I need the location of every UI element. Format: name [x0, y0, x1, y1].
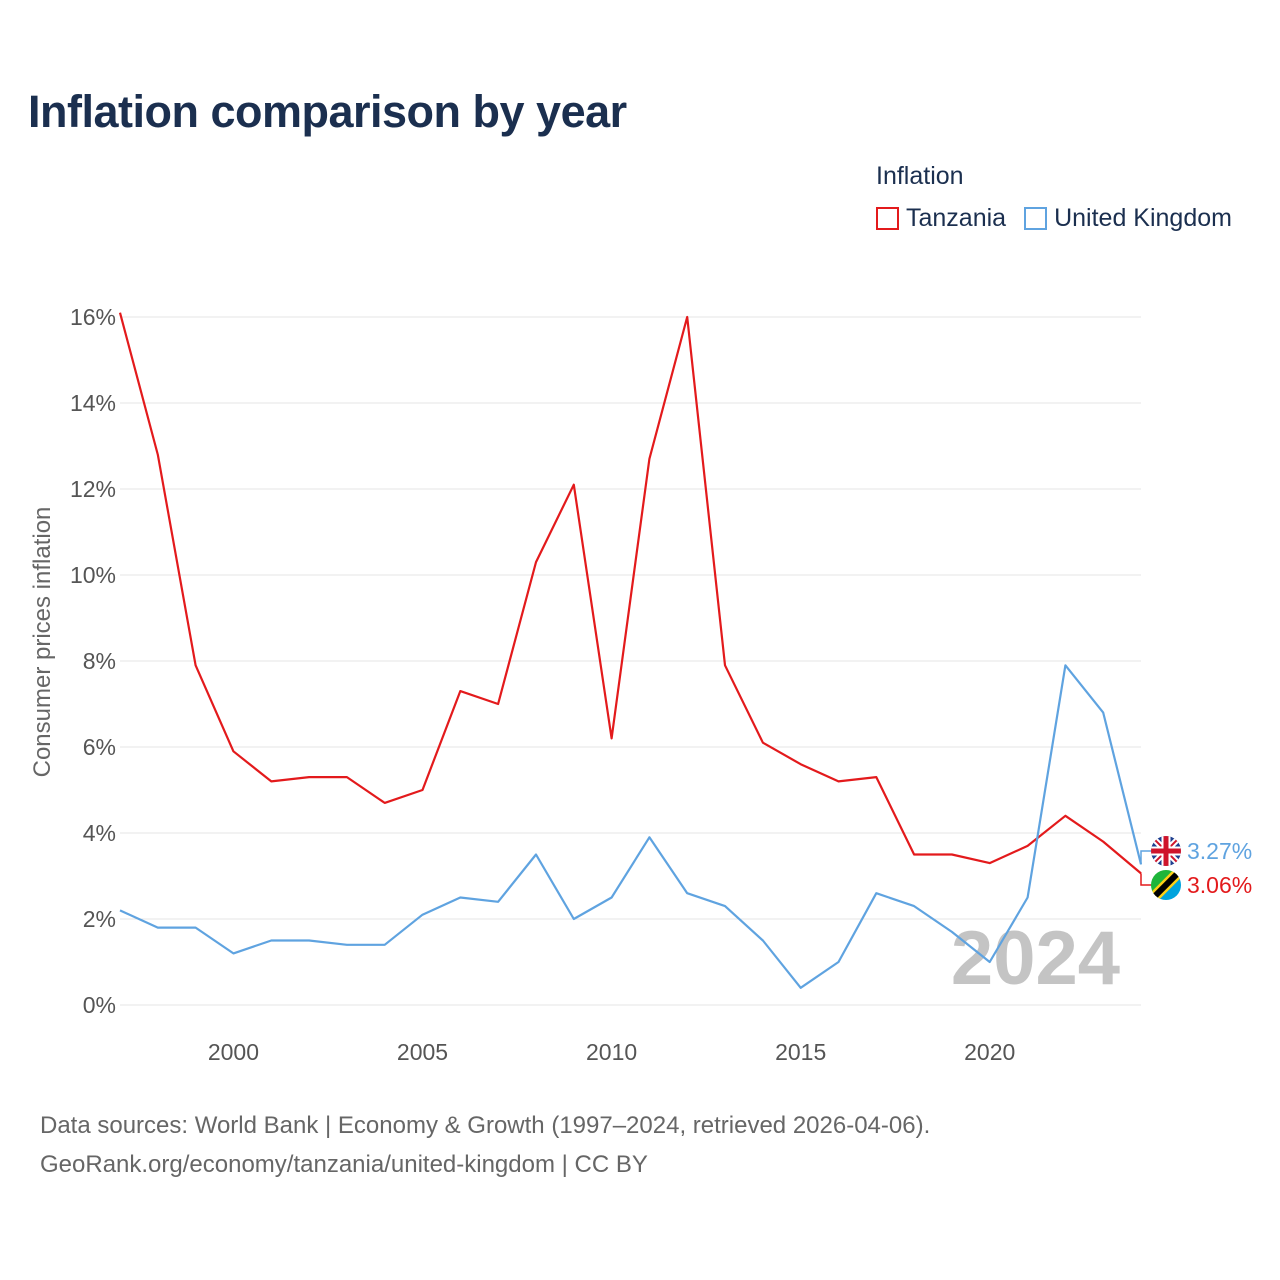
legend-swatch-united-kingdom: [1024, 207, 1048, 230]
footer: Data sources: World Bank | Economy & Gro…: [40, 1106, 930, 1184]
inflation-line-chart: 2024 0% 2% 4% 6% 8% 10% 12% 14% 16% 2000 2005 2010…: [29, 304, 1252, 1065]
x-tick-label: 2020: [964, 1039, 1015, 1065]
tanzania-flag-icon: [1151, 870, 1181, 900]
x-tick-label: 2010: [586, 1039, 637, 1065]
x-tick-labels: 2000 2005 2010 2015 2020: [208, 1039, 1015, 1065]
y-tick-label: 6%: [83, 734, 116, 760]
y-tick-label: 12%: [70, 476, 116, 502]
legend-item-united-kingdom[interactable]: United Kingdom: [1024, 204, 1232, 233]
legend-item-tanzania[interactable]: Tanzania: [876, 204, 1006, 233]
x-tick-label: 2015: [775, 1039, 826, 1065]
x-tick-label: 2005: [397, 1039, 448, 1065]
end-connector-united-kingdom: [1140, 850, 1152, 865]
end-labels: 3.27% 3.06%: [1140, 836, 1252, 900]
end-label-united-kingdom: 3.27%: [1187, 838, 1252, 864]
series-layer: [118, 312, 1143, 989]
x-tick-label: 2000: [208, 1039, 259, 1065]
series-line-united-kingdom[interactable]: [119, 664, 1143, 989]
y-tick-label: 16%: [70, 304, 116, 330]
y-tick-label: 2%: [83, 906, 116, 932]
y-tick-label: 8%: [83, 648, 116, 674]
footer-sources: Data sources: World Bank | Economy & Gro…: [40, 1112, 931, 1139]
y-tick-label: 4%: [83, 820, 116, 846]
united-kingdom-flag-icon: [1151, 836, 1181, 866]
end-connector-tanzania: [1140, 873, 1152, 886]
y-tick-label: 10%: [70, 562, 116, 588]
chart-title: Inflation comparison by year: [28, 86, 627, 137]
footer-attribution[interactable]: GeoRank.org/economy/tanzania/united-king…: [40, 1151, 648, 1178]
legend-label-united-kingdom: United Kingdom: [1054, 204, 1232, 232]
y-tick-label: 14%: [70, 390, 116, 416]
legend-title: Inflation: [876, 162, 964, 190]
legend: Tanzania United Kingdom: [876, 204, 1250, 233]
grid-layer: [120, 316, 1141, 1006]
legend-label-tanzania: Tanzania: [906, 204, 1007, 232]
y-tick-label: 0%: [83, 992, 116, 1018]
y-axis-label: Consumer prices inflation: [29, 507, 56, 778]
series-line-tanzania[interactable]: [118, 312, 1142, 875]
y-tick-labels: 0% 2% 4% 6% 8% 10% 12% 14% 16%: [70, 304, 116, 1018]
legend-swatch-tanzania: [876, 207, 899, 230]
end-label-tanzania: 3.06%: [1187, 872, 1252, 898]
year-watermark: 2024: [951, 916, 1120, 1001]
